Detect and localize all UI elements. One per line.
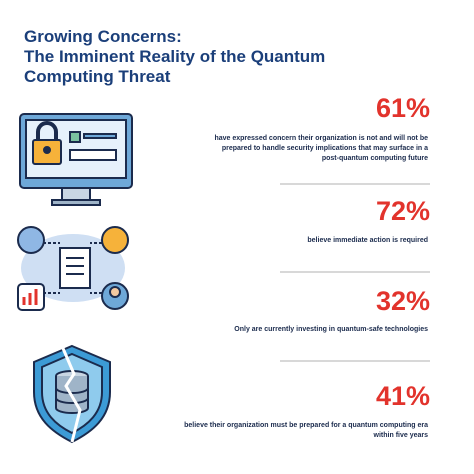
stat-text: within five years xyxy=(373,432,429,439)
stat-value: 61% xyxy=(376,93,430,123)
header: Growing Concerns: The Imminent Reality o… xyxy=(24,27,325,86)
stat-text: post-quantum computing future xyxy=(322,155,428,162)
title-line: Computing Threat xyxy=(24,67,171,86)
stat-text: prepared to handle security implications… xyxy=(222,145,428,152)
title-line: The Imminent Reality of the Quantum xyxy=(24,47,325,66)
title-line: Growing Concerns: xyxy=(24,27,182,46)
stat-text: have expressed concern their organizatio… xyxy=(214,135,428,142)
stat-text: Only are currently investing in quantum-… xyxy=(234,326,428,333)
stat: 72% believe immediate action is required xyxy=(307,196,430,244)
monitor-icon xyxy=(19,113,133,206)
stat-value: 72% xyxy=(376,196,430,226)
stat: 41% believe their organization must be p… xyxy=(184,381,430,439)
stat: 61% have expressed concern their organiz… xyxy=(214,93,430,162)
shield-icon xyxy=(33,344,111,444)
stat-value: 41% xyxy=(376,381,430,411)
stat-text: believe their organization must be prepa… xyxy=(184,422,428,429)
network-icon xyxy=(17,226,129,311)
stat-value: 32% xyxy=(376,286,430,316)
stat-text: believe immediate action is required xyxy=(307,237,428,244)
stat: 32% Only are currently investing in quan… xyxy=(234,286,430,333)
